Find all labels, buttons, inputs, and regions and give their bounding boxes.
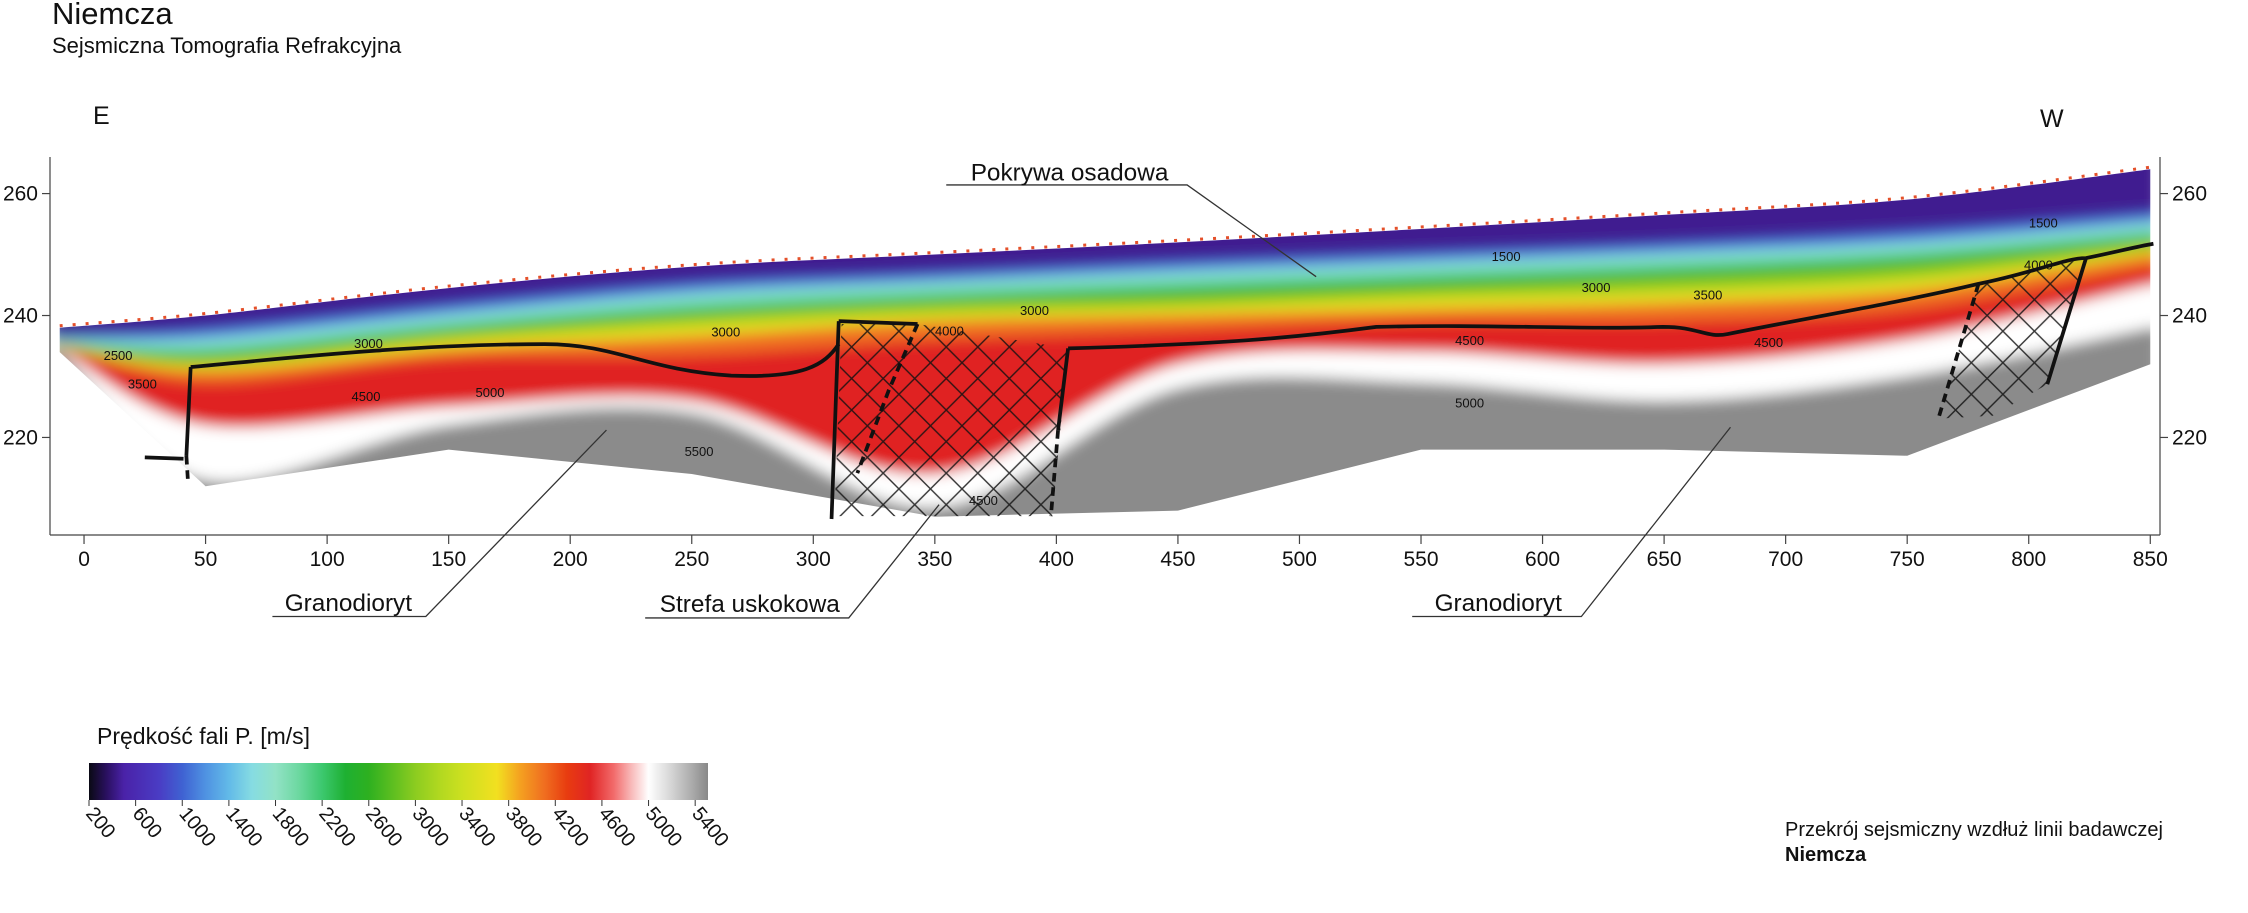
colorbar-tick-label: 2200 bbox=[314, 803, 359, 851]
y-tick-label: 260 bbox=[3, 183, 38, 206]
colorbar-tick-label: 3000 bbox=[408, 803, 453, 851]
contour-label: 5000 bbox=[1455, 395, 1484, 410]
contour-label: 1500 bbox=[2029, 215, 2058, 230]
x-tick-label: 500 bbox=[1282, 548, 1317, 571]
x-tick-label: 450 bbox=[1160, 548, 1195, 571]
annotation: Granodioryt bbox=[285, 590, 413, 617]
annotation: Pokrywa osadowa bbox=[971, 160, 1169, 187]
colorbar-tick-label: 200 bbox=[81, 803, 119, 843]
y2-tick-label: 260 bbox=[2172, 183, 2207, 206]
y-tick-label: 220 bbox=[3, 426, 38, 449]
contour-label: 3000 bbox=[354, 336, 383, 351]
contour-label: 2500 bbox=[104, 348, 133, 363]
axes: 0 50 100 150 200 250 300 350 400 450 500 550 600 650 7… bbox=[3, 157, 2207, 571]
contour-label: 3500 bbox=[128, 376, 157, 391]
x-tick-label: 250 bbox=[674, 548, 709, 571]
x-tick-label: 550 bbox=[1403, 548, 1438, 571]
y2-tick-label: 240 bbox=[2172, 305, 2207, 328]
colorbar-tick-label: 2600 bbox=[361, 803, 406, 851]
colorbar-tick-label: 4200 bbox=[547, 803, 592, 851]
x-tick-label: 800 bbox=[2011, 548, 2046, 571]
caption: Przekrój sejsmiczny wzdłuż linii badawcz… bbox=[1785, 819, 2163, 841]
x-tick-label: 650 bbox=[1647, 548, 1682, 571]
x-tick-label: 850 bbox=[2133, 548, 2168, 571]
caption-name: Niemcza bbox=[1785, 844, 1867, 866]
contour-label: 3000 bbox=[1020, 303, 1049, 318]
colorbar-tick-label: 5400 bbox=[687, 803, 732, 851]
y2-tick-label: 220 bbox=[2172, 426, 2207, 449]
x-tick-label: 400 bbox=[1039, 548, 1074, 571]
x-tick-label: 350 bbox=[917, 548, 952, 571]
colorbar-tick-label: 1800 bbox=[268, 803, 313, 851]
colorbar-tick-label: 4600 bbox=[594, 803, 639, 851]
y-tick-label: 240 bbox=[3, 305, 38, 328]
x-tick-label: 50 bbox=[194, 548, 217, 571]
annotation: Strefa uskokowa bbox=[660, 591, 841, 618]
contour-label: 3000 bbox=[1582, 280, 1611, 295]
contour-label: 5000 bbox=[476, 385, 505, 400]
colorbar bbox=[89, 763, 708, 800]
colorbar-tick-label: 1000 bbox=[174, 803, 219, 851]
contour-labels: 2500350030004500500055003000400030004500… bbox=[104, 215, 2058, 507]
colorbar-title: Prędkość fali P. [m/s] bbox=[97, 723, 310, 749]
x-tick-label: 600 bbox=[1525, 548, 1560, 571]
contour-label: 4500 bbox=[1455, 333, 1484, 348]
colorbar-tick-label: 5000 bbox=[641, 803, 686, 851]
x-tick-label: 300 bbox=[796, 548, 831, 571]
contour-label: 3000 bbox=[711, 325, 740, 340]
x-tick-label: 200 bbox=[553, 548, 588, 571]
x-tick-label: 750 bbox=[1890, 548, 1925, 571]
contour-label: 3500 bbox=[1693, 287, 1722, 302]
fault-hatch bbox=[834, 258, 2087, 517]
x-tick-label: 100 bbox=[310, 548, 345, 571]
colorbar-tick-label: 3800 bbox=[501, 803, 546, 851]
colorbar-tick-label: 1400 bbox=[221, 803, 266, 851]
contour-label: 1500 bbox=[1492, 249, 1521, 264]
chart-subtitle: Sejsmiczna Tomografia Refrakcyjna bbox=[52, 33, 402, 58]
x-tick-label: 150 bbox=[431, 548, 466, 571]
colorbar-tick-label: 600 bbox=[128, 803, 166, 843]
contour-label: 4500 bbox=[1754, 335, 1783, 350]
contour-label: 5500 bbox=[685, 444, 714, 459]
interpretation: Pokrywa osadowa Granodioryt Strefa uskok… bbox=[144, 160, 2154, 619]
x-tick-label: 0 bbox=[78, 548, 90, 571]
colorbar-tick-label: 3400 bbox=[454, 803, 499, 851]
x-tick-label: 700 bbox=[1768, 548, 1803, 571]
colorbar-ticks: 200 600 1000 1400 1800 2200 2600 3000 3400 3800 42… bbox=[81, 800, 733, 851]
leader-lines bbox=[272, 184, 1731, 619]
boundaries bbox=[144, 241, 2154, 520]
annotation: Granodioryt bbox=[1435, 590, 1563, 617]
contour-label: 4500 bbox=[352, 389, 381, 404]
direction-label: W bbox=[2040, 105, 2064, 133]
chart-title: Niemcza bbox=[52, 0, 173, 31]
direction-label: E bbox=[93, 102, 110, 130]
